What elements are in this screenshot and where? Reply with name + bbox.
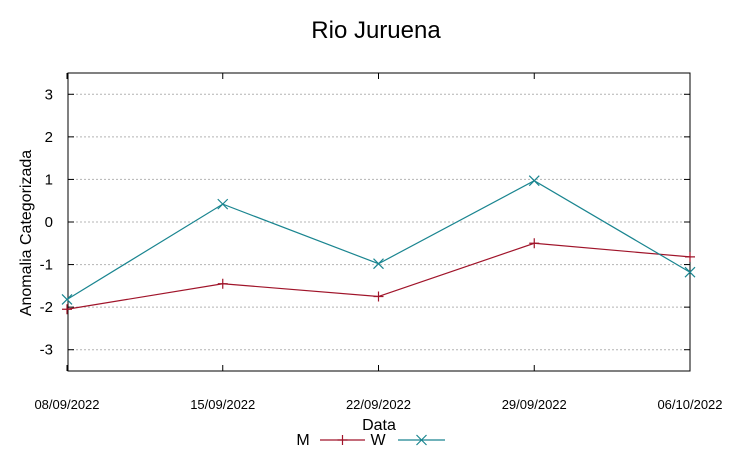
data-point — [61, 294, 73, 305]
data-point — [528, 175, 540, 187]
data-point — [684, 266, 696, 278]
series-M — [62, 238, 695, 315]
x-tick-label: 15/09/2022 — [190, 397, 255, 412]
x-tick-label: 29/09/2022 — [502, 397, 567, 412]
legend-item: M — [296, 432, 365, 449]
chart-title: Rio Juruena — [311, 17, 441, 44]
data-point — [373, 291, 384, 302]
data-point — [685, 251, 695, 262]
legend-item: W — [370, 432, 445, 449]
y-tick-label: -2 — [40, 299, 53, 316]
legend-label: M — [296, 432, 309, 449]
y-tick-label: 3 — [45, 86, 53, 103]
x-axis-ticks: 08/09/2022 15/09/2022 22/09/2022 29/09/2022… — [34, 73, 723, 412]
grid-lines — [68, 93, 690, 351]
y-tick-label: 0 — [45, 214, 53, 231]
x-axis-label: Data — [362, 417, 396, 434]
series-W — [61, 175, 696, 305]
legend-marker — [416, 434, 427, 446]
data-point — [62, 304, 72, 315]
x-tick-label: 22/09/2022 — [346, 397, 411, 412]
series-line — [66, 180, 691, 300]
y-tick-label: -1 — [40, 257, 53, 274]
y-axis-ticks: 3 2 1 0 -1 -2 -3 — [40, 86, 690, 359]
series-group — [61, 175, 696, 315]
data-point — [217, 278, 228, 289]
y-tick-label: 2 — [45, 129, 53, 146]
y-tick-label: -3 — [40, 342, 53, 359]
legend-marker — [337, 435, 348, 445]
y-axis-label: Anomalia Categorizada — [18, 150, 35, 316]
data-point — [217, 198, 229, 210]
legend-label: W — [370, 432, 386, 449]
y-tick-label: 1 — [45, 171, 53, 188]
x-tick-label: 08/09/2022 — [34, 397, 99, 412]
data-point — [529, 238, 540, 249]
x-tick-label: 06/10/2022 — [657, 397, 722, 412]
data-point — [373, 258, 384, 270]
